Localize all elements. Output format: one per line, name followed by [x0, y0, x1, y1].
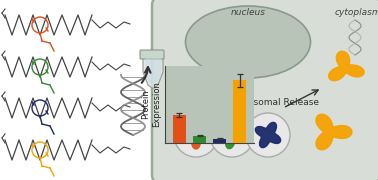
- FancyBboxPatch shape: [140, 50, 164, 59]
- Polygon shape: [143, 55, 163, 88]
- Polygon shape: [182, 121, 210, 149]
- Polygon shape: [218, 121, 246, 149]
- Circle shape: [246, 113, 290, 157]
- Circle shape: [210, 113, 254, 157]
- Polygon shape: [316, 114, 352, 150]
- Y-axis label: Protein
Expression: Protein Expression: [142, 82, 161, 127]
- Bar: [173, 115, 186, 143]
- FancyBboxPatch shape: [152, 0, 378, 180]
- Text: Endosomal Release: Endosomal Release: [231, 98, 319, 107]
- Polygon shape: [145, 58, 161, 87]
- Bar: [213, 139, 226, 143]
- Polygon shape: [328, 51, 364, 81]
- Polygon shape: [256, 122, 280, 148]
- Text: endosomes: endosomes: [187, 99, 239, 108]
- Bar: [193, 136, 206, 143]
- Text: cytoplasm: cytoplasm: [335, 8, 378, 17]
- Ellipse shape: [186, 6, 310, 78]
- Text: nucleus: nucleus: [231, 8, 265, 17]
- Bar: [233, 80, 246, 143]
- Circle shape: [174, 113, 218, 157]
